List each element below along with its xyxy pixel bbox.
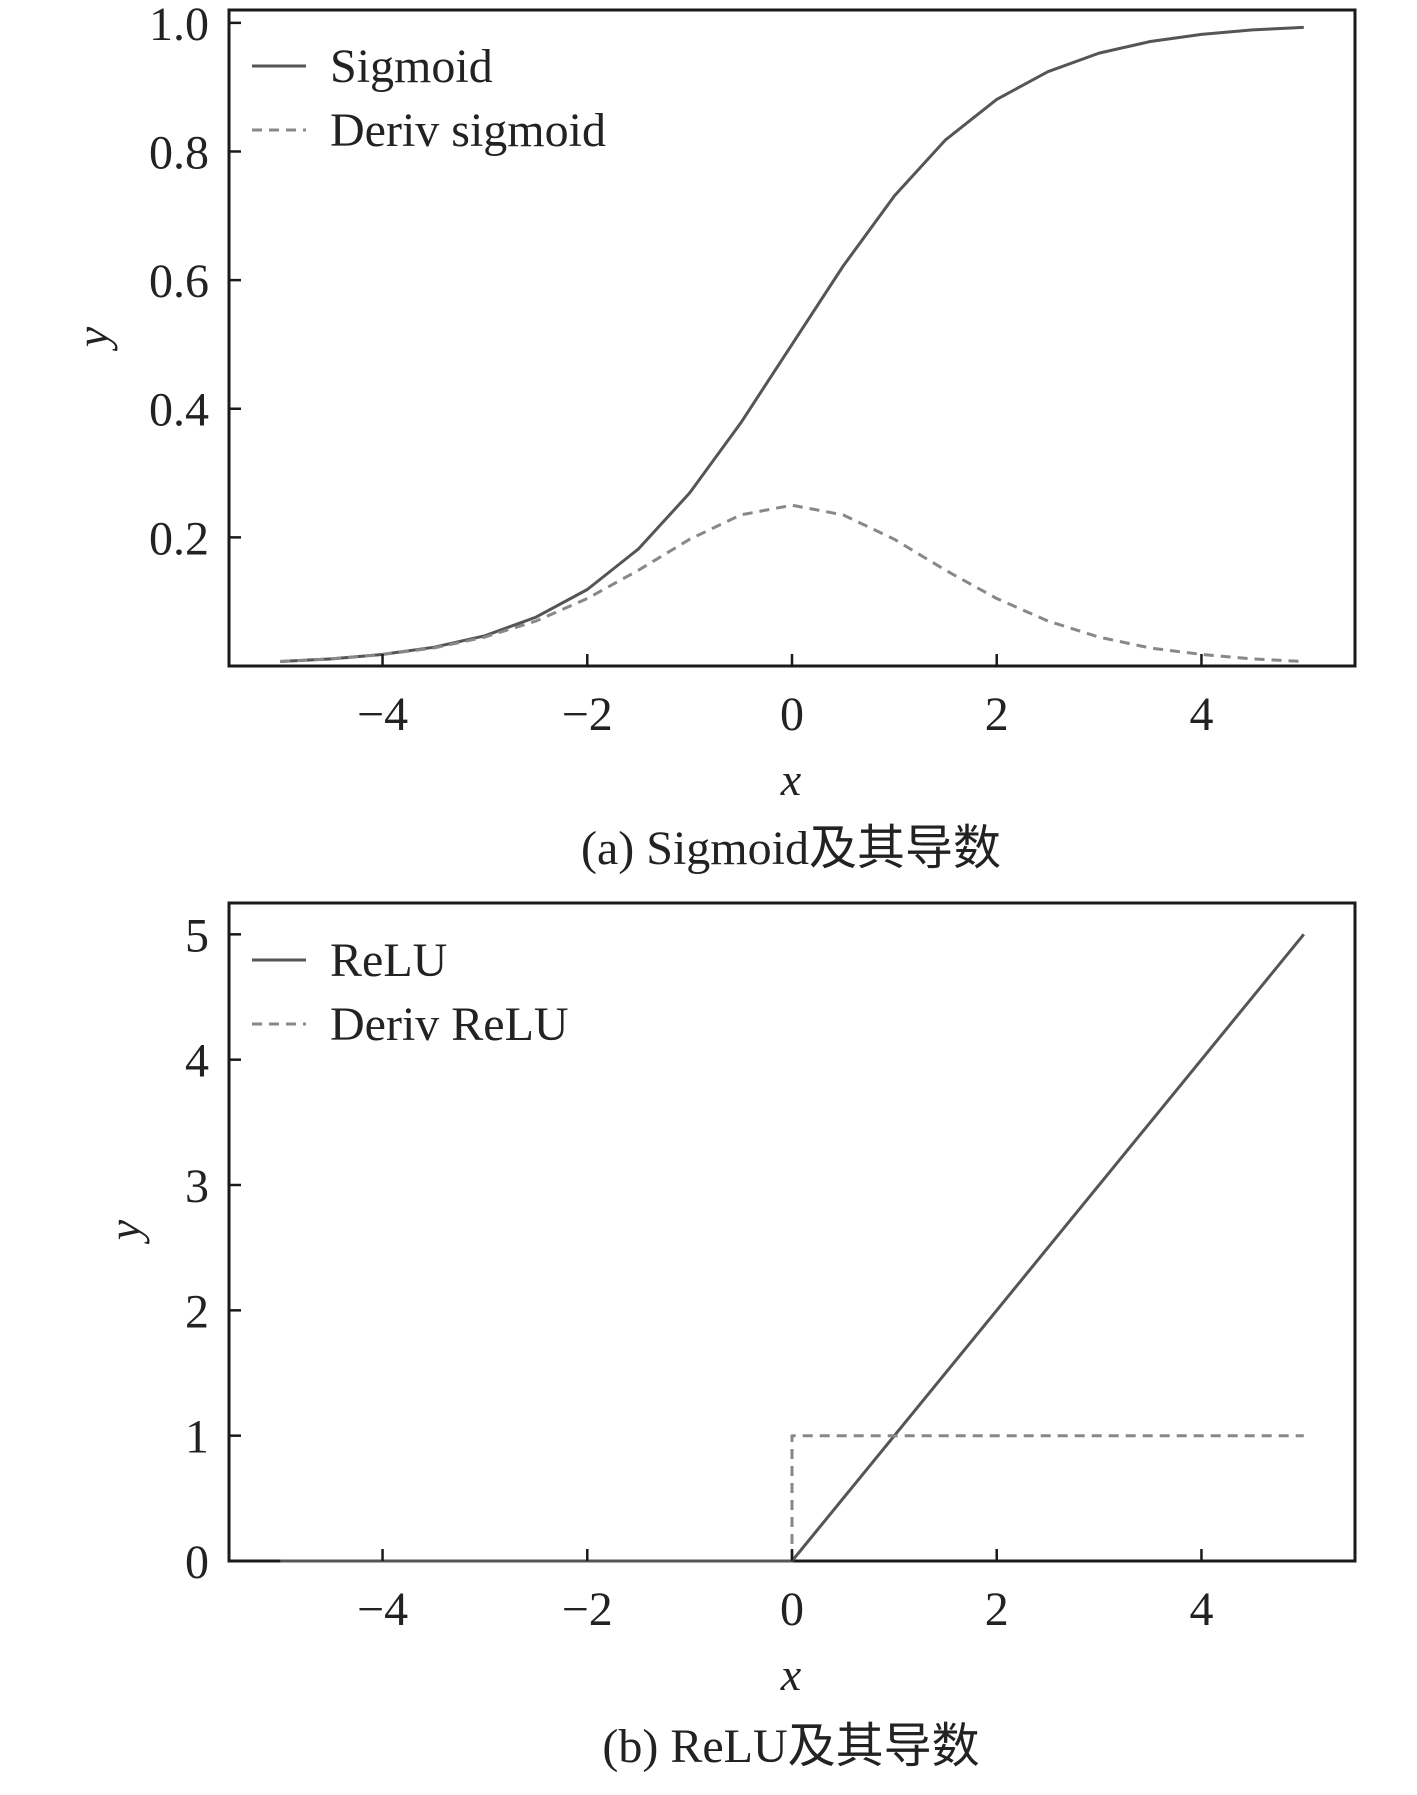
sigmoid-x-axis-label: x [780,754,802,805]
relu-y-tick-label: 1 [185,1411,209,1464]
sigmoid-y-tick-label: 0.8 [149,126,209,179]
relu-x-tick-label: 2 [985,1583,1009,1636]
legend-sigmoid-label: Sigmoid [330,40,493,93]
relu-x-tick-label: −2 [562,1583,613,1636]
sigmoid-y-tick-label: 0.4 [149,384,209,437]
relu-y-tick-label: 0 [185,1536,209,1589]
sigmoid-x-tick-label: 2 [985,688,1009,741]
sigmoid-series-deriv-sigmoid-line [280,503,1304,663]
relu-chart-caption: (b) ReLU及其导数 [602,1720,979,1773]
sigmoid-x-tick-label: 4 [1189,688,1213,741]
sigmoid-legend: Sigmoid Deriv sigmoid [252,40,606,157]
sigmoid-y-tick-label: 0.2 [149,512,209,565]
sigmoid-chart-panel: −4 −2 0 2 4 0.2 0.4 0.6 0.8 1.0 x y Sigmoid Deri… [67,0,1357,875]
sigmoid-x-tick-label: −4 [357,688,408,741]
sigmoid-y-ticks: 0.2 0.4 0.6 0.8 1.0 [149,0,241,565]
relu-legend: ReLU Deriv ReLU [252,934,569,1051]
relu-x-axis-label: x [780,1649,802,1700]
sigmoid-y-tick-label: 1.0 [149,0,209,51]
relu-x-ticks: −4 −2 0 2 4 [357,1549,1213,1636]
sigmoid-y-tick-label: 0.6 [149,255,209,308]
relu-chart-panel: −4 −2 0 2 4 0 1 2 3 4 5 x y ReLU Deriv ReLU (b) R… [99,901,1357,1773]
relu-x-tick-label: 4 [1189,1583,1213,1636]
relu-y-tick-label: 3 [185,1160,209,1213]
sigmoid-x-tick-label: 0 [780,688,804,741]
relu-y-tick-label: 4 [185,1035,209,1088]
relu-x-tick-label: −4 [357,1583,408,1636]
relu-series-deriv-relu-line [790,1434,1304,1561]
legend-relu-label: ReLU [330,934,447,987]
sigmoid-x-ticks: −4 −2 0 2 4 [357,654,1213,741]
legend-deriv-relu-label: Deriv ReLU [330,998,569,1051]
relu-y-ticks: 0 1 2 3 4 5 [185,909,241,1589]
sigmoid-x-tick-label: −2 [562,688,613,741]
relu-y-tick-label: 2 [185,1285,209,1338]
sigmoid-y-axis-label: y [67,326,118,351]
relu-y-tick-label: 5 [185,909,209,962]
legend-deriv-sigmoid-label: Deriv sigmoid [330,104,606,157]
relu-x-tick-label: 0 [780,1583,804,1636]
sigmoid-chart-caption: (a) Sigmoid及其导数 [581,822,1001,875]
relu-y-axis-label: y [99,1219,150,1244]
